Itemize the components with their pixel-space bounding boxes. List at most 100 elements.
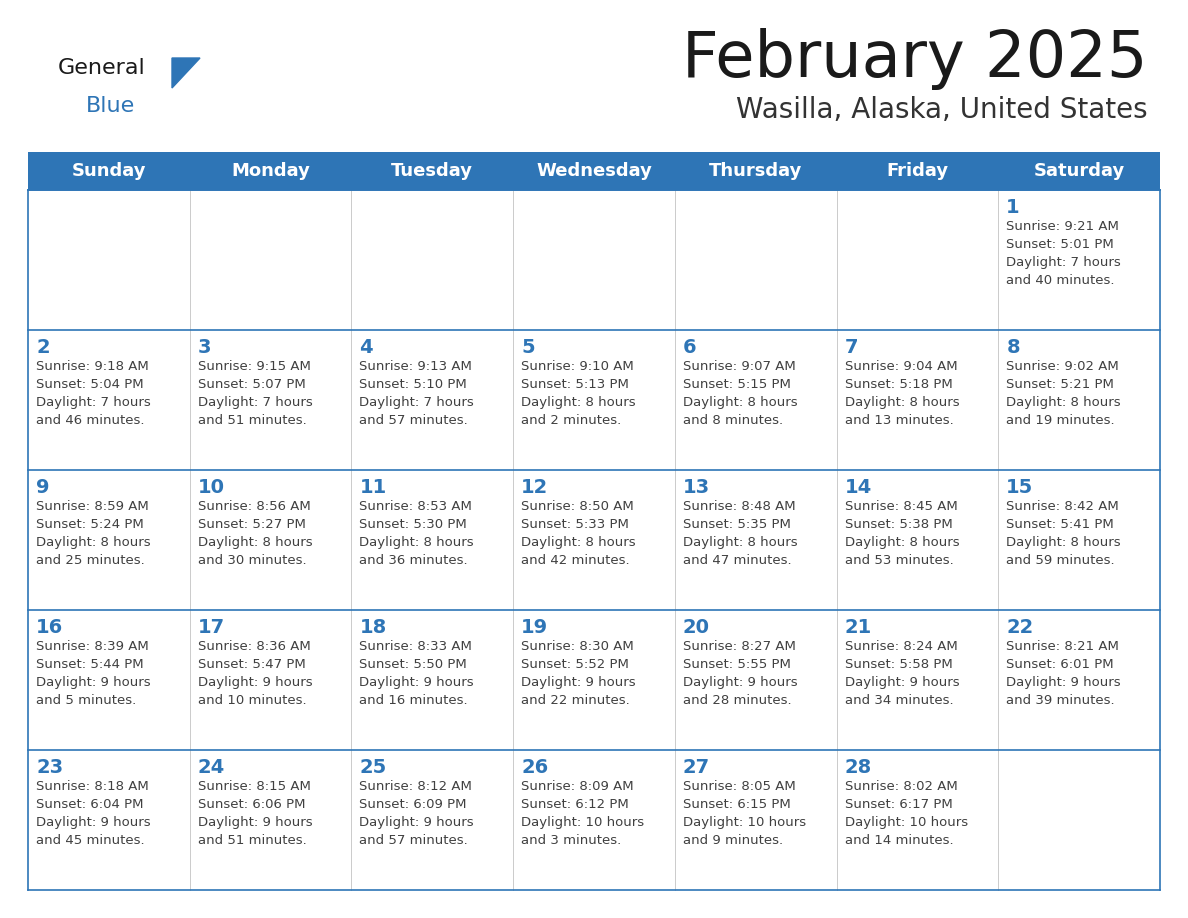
- Text: Sunset: 6:04 PM: Sunset: 6:04 PM: [36, 798, 144, 811]
- Text: 25: 25: [360, 758, 386, 777]
- Bar: [675, 750, 836, 890]
- Bar: [675, 470, 836, 610]
- Bar: [190, 610, 352, 750]
- Bar: [29, 750, 190, 890]
- Bar: [190, 190, 352, 330]
- Text: and 42 minutes.: and 42 minutes.: [522, 554, 630, 567]
- Text: Sunrise: 8:42 AM: Sunrise: 8:42 AM: [1006, 500, 1119, 513]
- Text: Sunrise: 9:13 AM: Sunrise: 9:13 AM: [360, 360, 473, 373]
- Text: Sunset: 6:01 PM: Sunset: 6:01 PM: [1006, 658, 1114, 671]
- Text: Daylight: 8 hours: Daylight: 8 hours: [36, 536, 151, 549]
- Text: Daylight: 8 hours: Daylight: 8 hours: [683, 396, 797, 409]
- Bar: [190, 470, 352, 610]
- Text: Daylight: 8 hours: Daylight: 8 hours: [197, 536, 312, 549]
- Bar: [998, 750, 1159, 890]
- Text: and 19 minutes.: and 19 minutes.: [1006, 414, 1114, 427]
- Bar: [675, 190, 836, 330]
- Text: Sunrise: 9:02 AM: Sunrise: 9:02 AM: [1006, 360, 1119, 373]
- Text: Daylight: 7 hours: Daylight: 7 hours: [197, 396, 312, 409]
- Text: and 22 minutes.: and 22 minutes.: [522, 694, 630, 707]
- Text: Sunrise: 8:48 AM: Sunrise: 8:48 AM: [683, 500, 796, 513]
- Polygon shape: [172, 58, 200, 88]
- Bar: [998, 330, 1159, 470]
- Text: Sunrise: 9:10 AM: Sunrise: 9:10 AM: [522, 360, 634, 373]
- Text: Daylight: 8 hours: Daylight: 8 hours: [522, 536, 636, 549]
- Text: Sunrise: 8:59 AM: Sunrise: 8:59 AM: [36, 500, 148, 513]
- Text: Sunset: 5:35 PM: Sunset: 5:35 PM: [683, 518, 791, 531]
- Text: Friday: Friday: [886, 162, 948, 180]
- Text: Sunrise: 8:15 AM: Sunrise: 8:15 AM: [197, 780, 310, 793]
- Text: and 30 minutes.: and 30 minutes.: [197, 554, 307, 567]
- Text: Sunset: 5:38 PM: Sunset: 5:38 PM: [845, 518, 953, 531]
- Text: Sunrise: 8:18 AM: Sunrise: 8:18 AM: [36, 780, 148, 793]
- Text: 3: 3: [197, 338, 211, 357]
- Text: 21: 21: [845, 618, 872, 637]
- Text: and 51 minutes.: and 51 minutes.: [197, 834, 307, 847]
- Bar: [29, 610, 190, 750]
- Text: 12: 12: [522, 478, 549, 497]
- Text: Blue: Blue: [86, 96, 135, 116]
- Text: 19: 19: [522, 618, 549, 637]
- Text: Daylight: 10 hours: Daylight: 10 hours: [522, 816, 644, 829]
- Text: Sunrise: 9:04 AM: Sunrise: 9:04 AM: [845, 360, 958, 373]
- Text: Sunrise: 8:36 AM: Sunrise: 8:36 AM: [197, 640, 310, 653]
- Text: and 45 minutes.: and 45 minutes.: [36, 834, 145, 847]
- Text: Sunrise: 8:27 AM: Sunrise: 8:27 AM: [683, 640, 796, 653]
- Text: Wednesday: Wednesday: [536, 162, 652, 180]
- Bar: [836, 330, 998, 470]
- Text: Sunset: 5:58 PM: Sunset: 5:58 PM: [845, 658, 953, 671]
- Text: Monday: Monday: [232, 162, 310, 180]
- Text: Daylight: 8 hours: Daylight: 8 hours: [683, 536, 797, 549]
- Text: Sunrise: 8:05 AM: Sunrise: 8:05 AM: [683, 780, 796, 793]
- Text: Sunrise: 8:24 AM: Sunrise: 8:24 AM: [845, 640, 958, 653]
- Text: Sunrise: 8:56 AM: Sunrise: 8:56 AM: [197, 500, 310, 513]
- Text: 18: 18: [360, 618, 386, 637]
- Text: Sunset: 5:13 PM: Sunset: 5:13 PM: [522, 378, 628, 391]
- Text: Sunrise: 9:21 AM: Sunrise: 9:21 AM: [1006, 220, 1119, 233]
- Text: Daylight: 9 hours: Daylight: 9 hours: [36, 816, 151, 829]
- Text: Daylight: 9 hours: Daylight: 9 hours: [360, 816, 474, 829]
- Text: Daylight: 8 hours: Daylight: 8 hours: [522, 396, 636, 409]
- Bar: [352, 190, 513, 330]
- Text: Sunset: 5:47 PM: Sunset: 5:47 PM: [197, 658, 305, 671]
- Bar: [998, 610, 1159, 750]
- Text: Sunset: 5:33 PM: Sunset: 5:33 PM: [522, 518, 628, 531]
- Text: and 47 minutes.: and 47 minutes.: [683, 554, 791, 567]
- Text: Sunrise: 8:30 AM: Sunrise: 8:30 AM: [522, 640, 634, 653]
- Text: Sunset: 5:21 PM: Sunset: 5:21 PM: [1006, 378, 1114, 391]
- Text: and 5 minutes.: and 5 minutes.: [36, 694, 137, 707]
- Text: Sunset: 5:44 PM: Sunset: 5:44 PM: [36, 658, 144, 671]
- Text: Sunrise: 8:53 AM: Sunrise: 8:53 AM: [360, 500, 473, 513]
- Text: Daylight: 8 hours: Daylight: 8 hours: [360, 536, 474, 549]
- Text: and 53 minutes.: and 53 minutes.: [845, 554, 953, 567]
- Text: Sunset: 5:24 PM: Sunset: 5:24 PM: [36, 518, 144, 531]
- Text: Sunset: 6:09 PM: Sunset: 6:09 PM: [360, 798, 467, 811]
- Text: Sunset: 5:55 PM: Sunset: 5:55 PM: [683, 658, 791, 671]
- Text: Sunset: 5:18 PM: Sunset: 5:18 PM: [845, 378, 953, 391]
- Bar: [836, 750, 998, 890]
- Text: Sunset: 5:15 PM: Sunset: 5:15 PM: [683, 378, 791, 391]
- Text: 11: 11: [360, 478, 386, 497]
- Bar: [998, 470, 1159, 610]
- Text: 13: 13: [683, 478, 710, 497]
- Text: Daylight: 9 hours: Daylight: 9 hours: [197, 676, 312, 689]
- Text: 23: 23: [36, 758, 63, 777]
- Text: and 51 minutes.: and 51 minutes.: [197, 414, 307, 427]
- Text: and 10 minutes.: and 10 minutes.: [197, 694, 307, 707]
- Text: Daylight: 8 hours: Daylight: 8 hours: [1006, 536, 1121, 549]
- Text: and 25 minutes.: and 25 minutes.: [36, 554, 145, 567]
- Text: Sunrise: 8:39 AM: Sunrise: 8:39 AM: [36, 640, 148, 653]
- Text: Sunset: 5:27 PM: Sunset: 5:27 PM: [197, 518, 305, 531]
- Text: 22: 22: [1006, 618, 1034, 637]
- Text: Sunset: 5:07 PM: Sunset: 5:07 PM: [197, 378, 305, 391]
- Text: Sunset: 5:41 PM: Sunset: 5:41 PM: [1006, 518, 1114, 531]
- Bar: [29, 190, 190, 330]
- Text: and 13 minutes.: and 13 minutes.: [845, 414, 953, 427]
- Text: Sunrise: 9:07 AM: Sunrise: 9:07 AM: [683, 360, 796, 373]
- Bar: [998, 190, 1159, 330]
- Text: Sunrise: 9:18 AM: Sunrise: 9:18 AM: [36, 360, 148, 373]
- Text: Daylight: 9 hours: Daylight: 9 hours: [360, 676, 474, 689]
- Text: Daylight: 7 hours: Daylight: 7 hours: [1006, 256, 1121, 269]
- Text: and 3 minutes.: and 3 minutes.: [522, 834, 621, 847]
- Bar: [675, 610, 836, 750]
